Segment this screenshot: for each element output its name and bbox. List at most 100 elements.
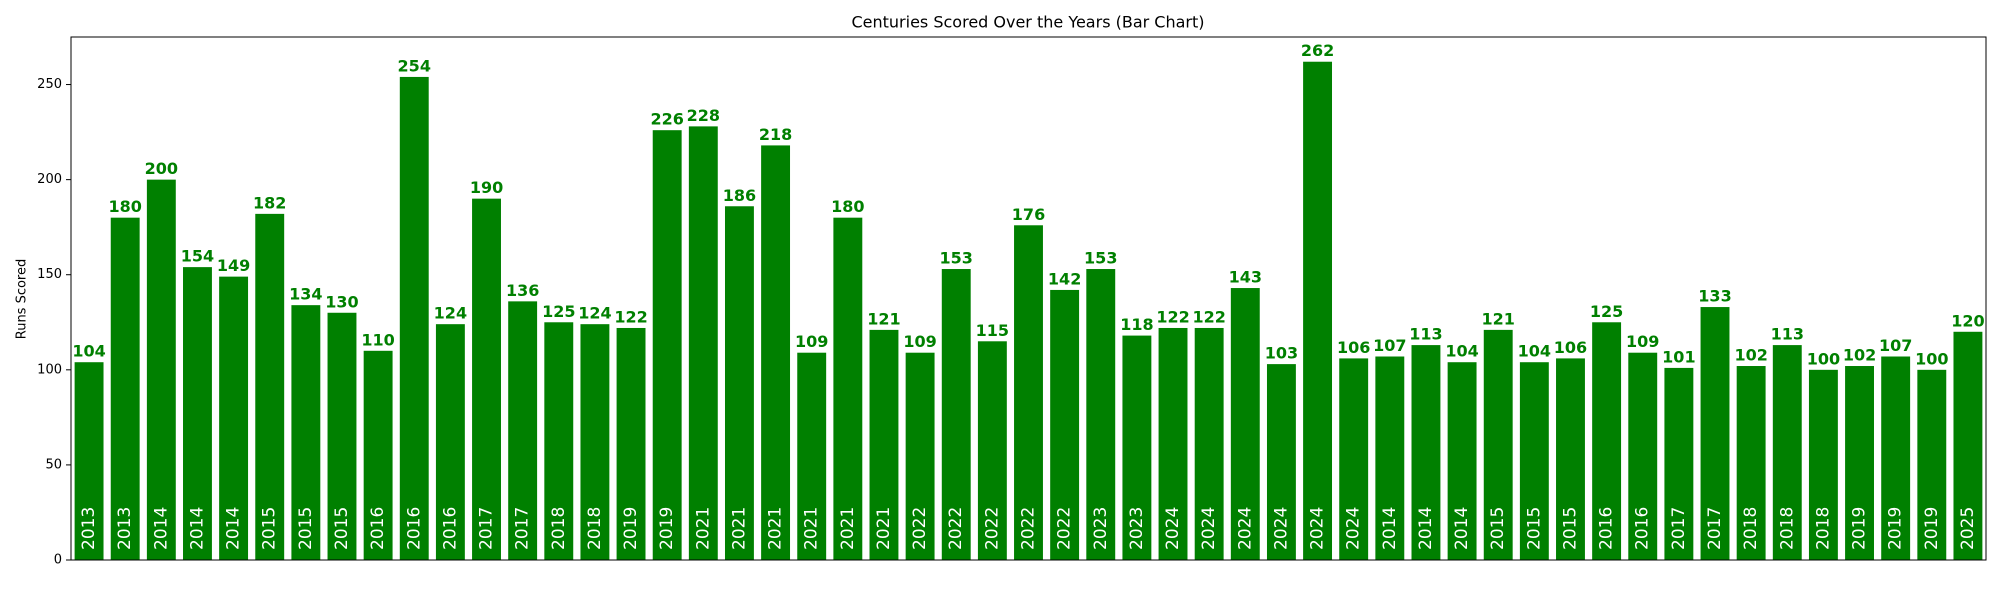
bar xyxy=(435,324,465,560)
category-label: 2013 xyxy=(79,507,99,550)
value-label: 110 xyxy=(361,330,394,349)
value-label: 254 xyxy=(398,56,431,75)
bar xyxy=(1664,367,1694,560)
category-label: 2014 xyxy=(1416,507,1436,550)
category-label: 2025 xyxy=(1958,507,1978,550)
bar xyxy=(472,198,501,560)
value-label: 100 xyxy=(1807,349,1840,368)
bar xyxy=(1953,331,1983,560)
bar xyxy=(941,269,971,560)
category-label: 2014 xyxy=(224,507,244,550)
bar xyxy=(977,341,1007,560)
bar xyxy=(761,145,791,561)
bar xyxy=(580,324,610,560)
value-label: 125 xyxy=(1590,302,1623,321)
category-label: 2015 xyxy=(260,507,280,550)
value-label: 102 xyxy=(1843,346,1876,365)
bar xyxy=(1736,366,1766,560)
bar xyxy=(1266,364,1296,560)
value-label: 182 xyxy=(253,193,286,212)
category-label: 2023 xyxy=(1091,507,1111,550)
value-label: 122 xyxy=(1156,307,1189,326)
category-label: 2014 xyxy=(1380,507,1400,550)
bar xyxy=(1483,329,1513,560)
bar xyxy=(146,179,176,561)
y-tick-label: 100 xyxy=(37,362,62,377)
value-label: 154 xyxy=(181,247,214,266)
category-label: 2015 xyxy=(332,507,352,550)
value-label: 104 xyxy=(1445,342,1478,361)
value-label: 104 xyxy=(72,342,105,361)
bar xyxy=(110,217,140,560)
value-label: 142 xyxy=(1048,269,1081,288)
value-label: 190 xyxy=(470,178,503,197)
bar xyxy=(724,206,754,560)
value-label: 226 xyxy=(650,110,683,129)
value-label: 122 xyxy=(1192,307,1225,326)
value-label: 113 xyxy=(1409,325,1442,344)
plot-frame xyxy=(70,36,1987,561)
bar xyxy=(399,76,429,561)
value-label: 107 xyxy=(1879,336,1912,355)
bar xyxy=(1628,352,1658,560)
bar xyxy=(1808,369,1838,560)
value-label: 130 xyxy=(325,292,358,311)
bar xyxy=(797,352,827,560)
value-label: 136 xyxy=(506,281,539,300)
bar xyxy=(1411,345,1441,560)
bar xyxy=(508,301,538,560)
bar xyxy=(869,329,899,560)
y-tick-label: 200 xyxy=(37,172,62,187)
category-label: 2022 xyxy=(946,507,966,550)
bar xyxy=(1014,225,1043,560)
category-label: 2024 xyxy=(1271,507,1291,550)
category-label: 2016 xyxy=(1633,507,1653,550)
value-label: 153 xyxy=(940,249,973,268)
category-label: 2018 xyxy=(549,507,569,550)
category-label: 2014 xyxy=(1452,507,1472,550)
category-label: 2024 xyxy=(1308,507,1328,550)
category-label: 2024 xyxy=(1163,507,1183,550)
y-tick-label: 250 xyxy=(37,77,62,92)
y-tick-label: 150 xyxy=(37,267,62,282)
category-label: 2013 xyxy=(115,507,135,550)
value-label: 134 xyxy=(289,285,322,304)
value-label: 102 xyxy=(1734,346,1767,365)
bar xyxy=(1230,288,1260,560)
value-label: 122 xyxy=(614,307,647,326)
bar xyxy=(219,276,249,560)
value-label: 124 xyxy=(434,304,467,323)
category-label: 2019 xyxy=(657,507,677,550)
value-label: 186 xyxy=(723,186,756,205)
value-label: 218 xyxy=(759,125,792,144)
value-label: 133 xyxy=(1698,287,1731,306)
value-label: 100 xyxy=(1915,349,1948,368)
category-label: 2016 xyxy=(368,507,388,550)
bar xyxy=(1772,345,1802,560)
bar xyxy=(688,126,718,561)
value-label: 106 xyxy=(1337,338,1370,357)
category-label: 2022 xyxy=(982,507,1002,550)
category-label: 2015 xyxy=(1560,507,1580,550)
y-tick-label: 50 xyxy=(45,457,62,472)
category-label: 2016 xyxy=(440,507,460,550)
category-label: 2023 xyxy=(1127,507,1147,550)
value-label: 115 xyxy=(976,321,1009,340)
bar xyxy=(183,267,212,560)
value-label: 106 xyxy=(1554,338,1587,357)
category-label: 2019 xyxy=(1886,507,1906,550)
category-label: 2024 xyxy=(1235,507,1255,550)
category-label: 2019 xyxy=(621,507,641,550)
value-label: 124 xyxy=(578,304,611,323)
bar xyxy=(616,327,646,560)
bar xyxy=(1519,362,1549,560)
category-label: 2015 xyxy=(1488,507,1508,550)
category-label: 2021 xyxy=(838,507,858,550)
category-label: 2021 xyxy=(874,507,894,550)
category-label: 2016 xyxy=(1597,507,1617,550)
category-label: 2024 xyxy=(1199,507,1219,550)
bar xyxy=(1086,269,1116,560)
category-label: 2021 xyxy=(729,507,749,550)
category-label: 2017 xyxy=(513,507,533,550)
